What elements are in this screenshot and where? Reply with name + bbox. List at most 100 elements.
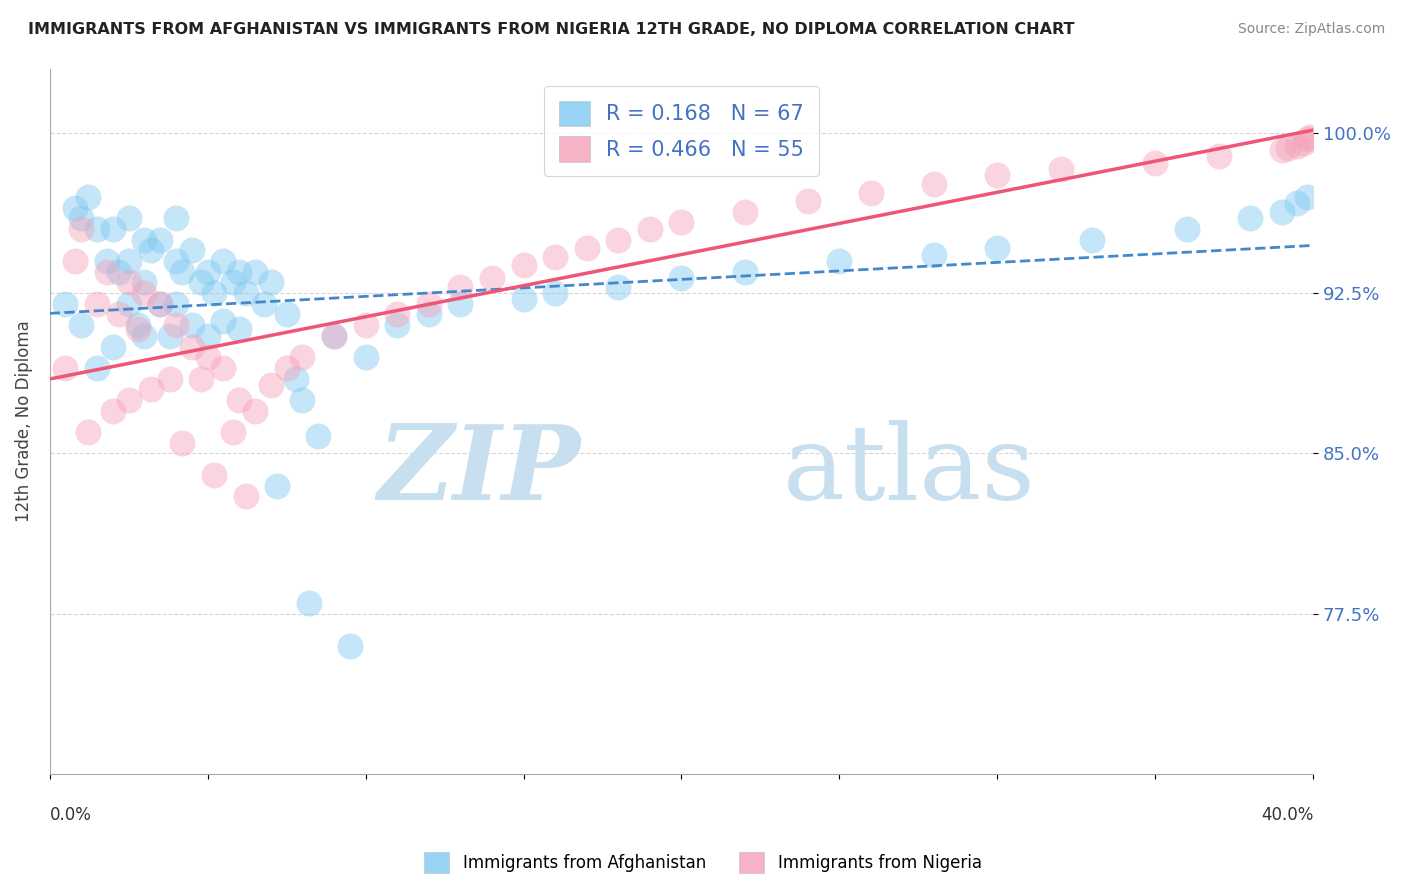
- Point: [1286, 196, 1309, 211]
- Point: [291, 350, 314, 364]
- Point: [243, 265, 266, 279]
- Point: [76, 425, 98, 439]
- Point: [172, 435, 194, 450]
- Point: [165, 318, 187, 333]
- Point: [134, 233, 156, 247]
- Point: [197, 329, 219, 343]
- Legend: R = 0.168   N = 67, R = 0.466   N = 55: R = 0.168 N = 67, R = 0.466 N = 55: [544, 86, 818, 177]
- Text: Source: ZipAtlas.com: Source: ZipAtlas.com: [1237, 22, 1385, 37]
- Point: [190, 276, 212, 290]
- Point: [298, 596, 321, 610]
- Point: [228, 322, 250, 336]
- Point: [86, 360, 108, 375]
- Point: [1271, 143, 1294, 157]
- Point: [1296, 132, 1319, 146]
- Point: [828, 254, 851, 268]
- Text: atlas: atlas: [783, 420, 1035, 522]
- Point: [70, 211, 93, 226]
- Point: [117, 297, 139, 311]
- Point: [202, 286, 225, 301]
- Point: [86, 297, 108, 311]
- Point: [671, 215, 693, 229]
- Point: [1271, 204, 1294, 219]
- Point: [127, 318, 149, 333]
- Point: [63, 254, 86, 268]
- Point: [222, 425, 245, 439]
- Point: [139, 382, 162, 396]
- Point: [734, 204, 756, 219]
- Point: [101, 403, 124, 417]
- Point: [260, 378, 283, 392]
- Point: [734, 265, 756, 279]
- Point: [149, 233, 172, 247]
- Point: [228, 392, 250, 407]
- Point: [323, 329, 346, 343]
- Point: [339, 639, 361, 653]
- Point: [159, 329, 181, 343]
- Point: [190, 371, 212, 385]
- Point: [253, 297, 276, 311]
- Text: ZIP: ZIP: [377, 420, 581, 522]
- Point: [180, 318, 202, 333]
- Point: [134, 276, 156, 290]
- Point: [101, 339, 124, 353]
- Point: [180, 339, 202, 353]
- Point: [139, 244, 162, 258]
- Point: [212, 314, 235, 328]
- Point: [55, 360, 77, 375]
- Point: [266, 478, 288, 492]
- Point: [481, 271, 503, 285]
- Text: 0.0%: 0.0%: [49, 806, 91, 824]
- Point: [449, 279, 471, 293]
- Point: [859, 186, 882, 200]
- Point: [70, 222, 93, 236]
- Point: [1208, 149, 1230, 163]
- Point: [127, 322, 149, 336]
- Point: [149, 297, 172, 311]
- Point: [212, 360, 235, 375]
- Point: [922, 247, 945, 261]
- Point: [96, 254, 118, 268]
- Point: [117, 254, 139, 268]
- Point: [197, 350, 219, 364]
- Point: [307, 429, 329, 443]
- Point: [544, 250, 567, 264]
- Point: [418, 297, 440, 311]
- Point: [276, 360, 298, 375]
- Point: [172, 265, 194, 279]
- Point: [1296, 190, 1319, 204]
- Point: [86, 222, 108, 236]
- Point: [385, 308, 408, 322]
- Point: [70, 318, 93, 333]
- Point: [117, 276, 139, 290]
- Point: [1299, 130, 1322, 145]
- Point: [159, 371, 181, 385]
- Point: [134, 329, 156, 343]
- Point: [575, 241, 598, 255]
- Point: [1286, 138, 1309, 153]
- Point: [1175, 222, 1198, 236]
- Text: IMMIGRANTS FROM AFGHANISTAN VS IMMIGRANTS FROM NIGERIA 12TH GRADE, NO DIPLOMA CO: IMMIGRANTS FROM AFGHANISTAN VS IMMIGRANT…: [28, 22, 1074, 37]
- Point: [512, 293, 534, 307]
- Point: [512, 258, 534, 272]
- Point: [607, 233, 630, 247]
- Point: [1144, 155, 1167, 169]
- Point: [96, 265, 118, 279]
- Point: [323, 329, 346, 343]
- Point: [149, 297, 172, 311]
- Point: [228, 265, 250, 279]
- Point: [638, 222, 661, 236]
- Point: [63, 201, 86, 215]
- Point: [108, 265, 131, 279]
- Point: [165, 211, 187, 226]
- Point: [222, 276, 245, 290]
- Point: [1239, 211, 1261, 226]
- Point: [1081, 233, 1104, 247]
- Point: [76, 190, 98, 204]
- Point: [165, 297, 187, 311]
- Point: [55, 297, 77, 311]
- Point: [797, 194, 820, 208]
- Point: [117, 392, 139, 407]
- Point: [101, 222, 124, 236]
- Point: [418, 308, 440, 322]
